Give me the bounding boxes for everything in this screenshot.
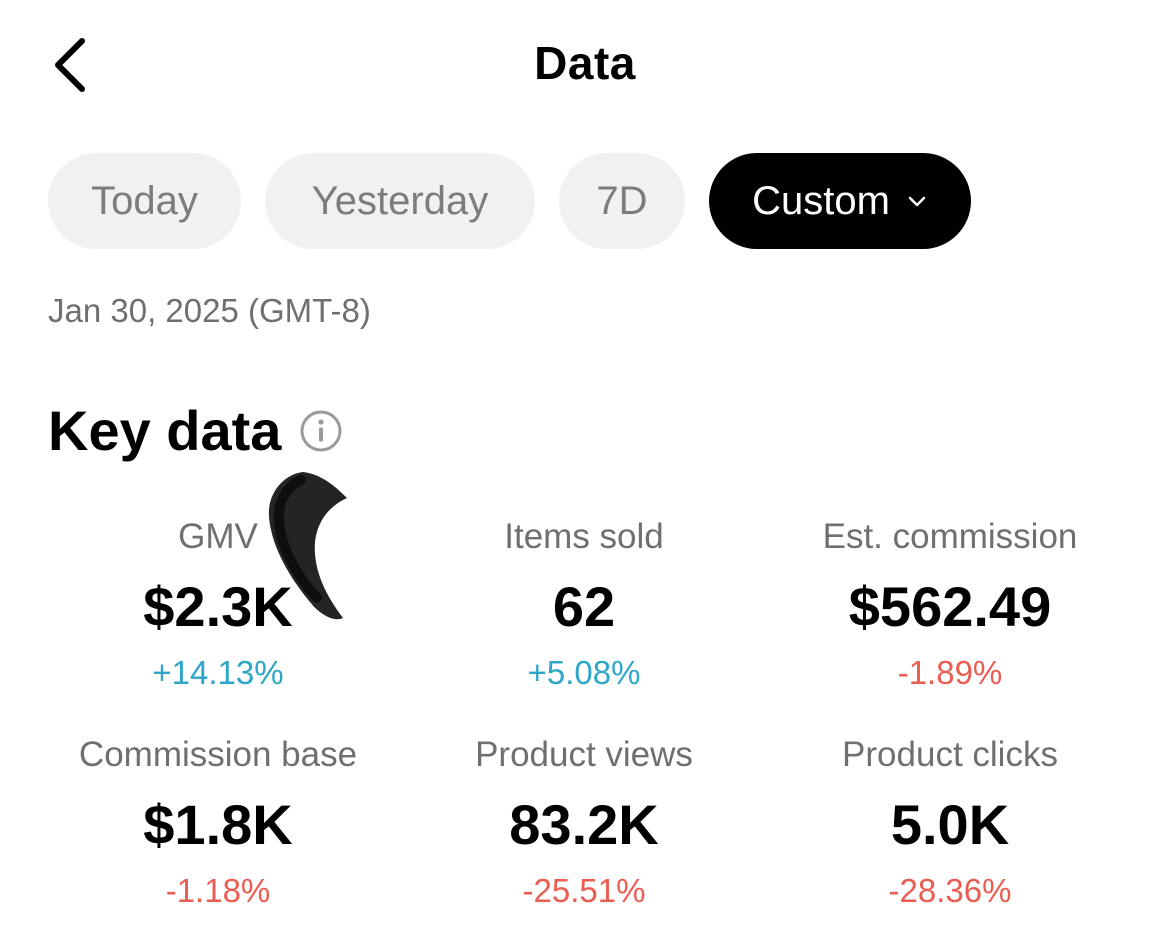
chevron-left-icon xyxy=(55,38,85,92)
key-data-heading: Key data xyxy=(48,398,343,463)
metric-label: Product views xyxy=(475,735,693,774)
metric-product-views[interactable]: Product views 83.2K -25.51% xyxy=(401,735,767,911)
metric-change: -1.18% xyxy=(165,872,271,909)
metric-value: $2.3K xyxy=(143,575,293,638)
metric-change: -28.36% xyxy=(888,872,1012,909)
metric-label: GMV xyxy=(178,517,258,556)
metric-change: -25.51% xyxy=(522,872,646,909)
metric-est-commission[interactable]: Est. commission $562.49 -1.89% xyxy=(767,517,1133,693)
metric-value: 5.0K xyxy=(890,793,1010,856)
back-button[interactable] xyxy=(40,30,100,100)
chip-custom[interactable]: Custom xyxy=(709,153,971,249)
metric-change: -1.89% xyxy=(897,654,1003,691)
metric-label: Items sold xyxy=(504,517,664,556)
chip-custom-label: Custom xyxy=(752,178,890,223)
metric-change: +5.08% xyxy=(527,654,641,691)
key-data-title: Key data xyxy=(48,399,282,462)
metric-gmv[interactable]: GMV $2.3K +14.13% xyxy=(35,517,401,693)
metric-commission-base[interactable]: Commission base $1.8K -1.18% xyxy=(35,735,401,911)
metric-value: $562.49 xyxy=(848,575,1052,638)
metric-label: Commission base xyxy=(78,735,358,774)
metric-label: Product clicks xyxy=(842,735,1058,774)
metric-product-clicks[interactable]: Product clicks 5.0K -28.36% xyxy=(767,735,1133,911)
page-title: Data xyxy=(534,37,636,89)
metric-change: +14.13% xyxy=(152,654,284,691)
info-icon[interactable] xyxy=(299,409,343,453)
chip-today[interactable]: Today xyxy=(48,153,241,249)
metric-items-sold[interactable]: Items sold 62 +5.08% xyxy=(401,517,767,693)
date-range-label: Jan 30, 2025 (GMT-8) xyxy=(48,292,371,329)
metric-value: 83.2K xyxy=(509,793,659,856)
chevron-down-icon xyxy=(906,190,928,212)
metric-value: $1.8K xyxy=(143,793,293,856)
chip-yesterday[interactable]: Yesterday xyxy=(265,153,535,249)
metric-value: 62 xyxy=(552,575,616,638)
chip-7d[interactable]: 7D xyxy=(559,153,685,249)
metric-label: Est. commission xyxy=(822,517,1078,556)
